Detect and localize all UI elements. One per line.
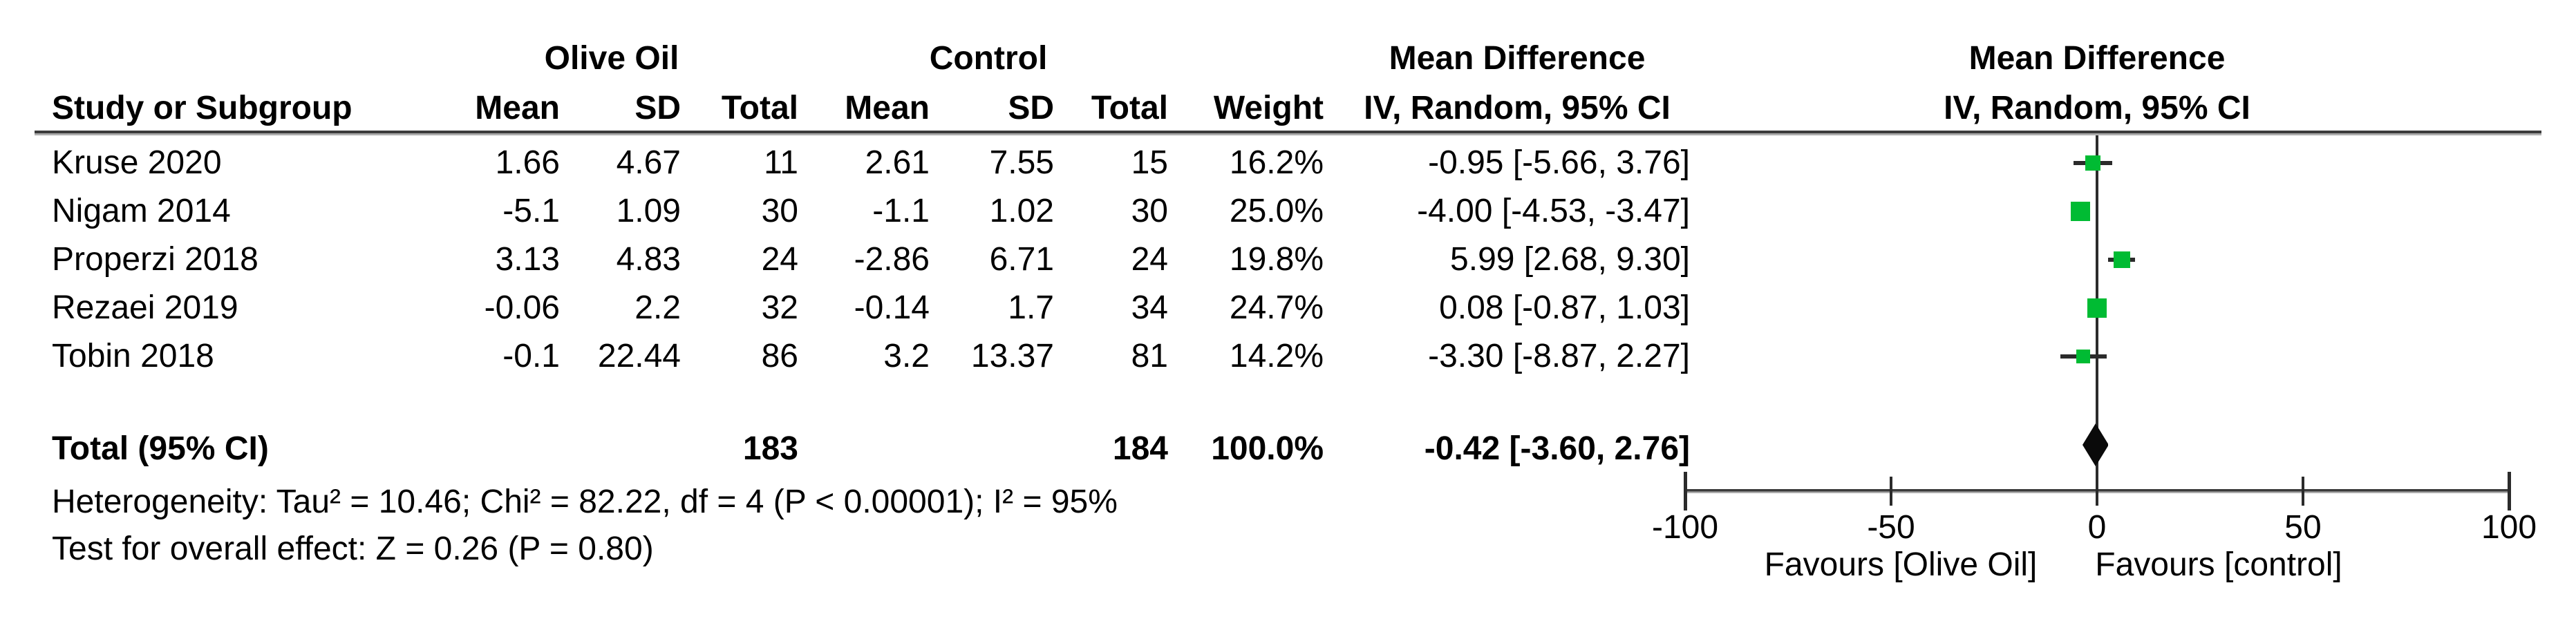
axis-tick-label: -100 [1651,509,1719,546]
weight-value: 14.2% [1229,338,1324,374]
control-total: 34 [1131,289,1168,326]
axis-tick [2096,477,2098,506]
heterogeneity-row: Heterogeneity: Tau² = 10.46; Chi² = 82.2… [0,478,2576,526]
olive-mean: -0.1 [502,338,560,374]
weight-value: 16.2% [1229,144,1324,181]
group-header-olive-oil: Olive Oil [544,40,679,77]
study-row: Kruse 2020 1.66 4.67 11 2.61 7.55 15 16.… [0,139,2576,187]
olive-mean: -0.06 [484,289,560,326]
olive-total: 32 [761,289,798,326]
study-marker [2076,350,2091,363]
control-sd: 6.71 [989,241,1054,278]
column-header-total-olive: Total [721,90,798,126]
study-row: Tobin 2018 -0.1 22.44 86 3.2 13.37 81 14… [0,332,2576,381]
study-name: Nigam 2014 [52,193,231,229]
axis-tick-label: 100 [2481,509,2537,546]
study-name: Tobin 2018 [52,338,214,374]
olive-mean: -5.1 [502,193,560,229]
olive-total: 86 [761,338,798,374]
axis-tick-label: 0 [2087,509,2107,546]
olive-sd: 4.83 [616,241,681,278]
md-ci-value: -0.95 [-5.66, 3.76] [1428,144,1690,181]
study-row: Nigam 2014 -5.1 1.09 30 -1.1 1.02 30 25.… [0,187,2576,236]
control-mean: -0.14 [854,289,930,326]
control-total: 81 [1131,338,1168,374]
md-plot-header-line2: IV, Random, 95% CI [1944,90,2250,126]
md-text-header-line1: Mean Difference [1389,40,1646,77]
total-md-ci: -0.42 [-3.60, 2.76] [1424,430,1690,467]
study-name: Rezaei 2019 [52,289,238,326]
control-sd: 13.37 [970,338,1054,374]
axis-tick-label: 50 [2284,509,2322,546]
overall-effect-text: Test for overall effect: Z = 0.26 (P = 0… [52,531,654,567]
column-header-row: Study or Subgroup Mean SD Total Mean SD … [0,84,2576,133]
control-total: 30 [1131,193,1168,229]
control-total: 24 [1131,241,1168,278]
total-row: Total (95% CI) 183 184 100.0% -0.42 [-3.… [0,425,2576,473]
olive-total: 24 [761,241,798,278]
favours-right-label: Favours [control] [2095,546,2342,583]
weight-value: 19.8% [1229,241,1324,278]
olive-total: 11 [764,144,798,181]
md-ci-value: 5.99 [2.68, 9.30] [1450,241,1690,278]
heterogeneity-text: Heterogeneity: Tau² = 10.46; Chi² = 82.2… [52,484,1118,520]
total-control-n: 184 [1112,430,1168,467]
study-marker [2113,251,2130,268]
study-marker [2085,155,2101,171]
control-total: 15 [1131,144,1168,181]
study-row: Properzi 2018 3.13 4.83 24 -2.86 6.71 24… [0,236,2576,284]
study-marker [2087,298,2107,318]
column-header-sd-olive: SD [634,90,681,126]
control-mean: -1.1 [872,193,930,229]
olive-mean: 3.13 [495,241,560,278]
weight-value: 24.7% [1229,289,1324,326]
weight-value: 25.0% [1229,193,1324,229]
control-sd: 7.55 [989,144,1054,181]
total-diamond [2082,423,2109,466]
total-olive-n: 183 [742,430,798,467]
md-ci-value: -4.00 [-4.53, -3.47] [1417,193,1690,229]
group-header-control: Control [929,40,1048,77]
total-weight: 100.0% [1211,430,1324,467]
column-header-sd-control: SD [1008,90,1054,126]
column-header-total-control: Total [1091,90,1168,126]
control-sd: 1.7 [1008,289,1054,326]
group-header-row: Olive Oil Control Mean Difference Mean D… [0,35,2576,83]
column-header-mean-olive: Mean [475,90,560,126]
olive-total: 30 [761,193,798,229]
study-name: Kruse 2020 [52,144,222,181]
axis-tick [2508,472,2511,510]
header-rule [35,131,2541,135]
total-label: Total (95% CI) [52,430,269,467]
axis-tick [1684,472,1687,510]
axis-tick [1890,477,1892,506]
control-sd: 1.02 [989,193,1054,229]
favours-left-label: Favours [Olive Oil] [1764,546,2038,583]
column-header-weight: Weight [1213,90,1324,126]
axis-tick-label: -50 [1867,509,1915,546]
olive-mean: 1.66 [495,144,560,181]
study-marker [2071,202,2091,221]
olive-sd: 22.44 [597,338,681,374]
md-ci-value: -3.30 [-8.87, 2.27] [1428,338,1690,374]
olive-sd: 2.2 [634,289,681,326]
md-ci-value: 0.08 [-0.87, 1.03] [1439,289,1690,326]
olive-sd: 1.09 [616,193,681,229]
study-name: Properzi 2018 [52,241,258,278]
column-header-study: Study or Subgroup [52,90,352,126]
olive-sd: 4.67 [616,144,681,181]
md-text-header-line2: IV, Random, 95% CI [1364,90,1671,126]
axis-tick [2302,477,2304,506]
study-row: Rezaei 2019 -0.06 2.2 32 -0.14 1.7 34 24… [0,284,2576,332]
control-mean: 2.61 [865,144,930,181]
control-mean: -2.86 [854,241,930,278]
control-mean: 3.2 [883,338,930,374]
md-plot-header-line1: Mean Difference [1968,40,2226,77]
column-header-mean-control: Mean [845,90,930,126]
overall-effect-row: Test for overall effect: Z = 0.26 (P = 0… [0,525,2576,573]
